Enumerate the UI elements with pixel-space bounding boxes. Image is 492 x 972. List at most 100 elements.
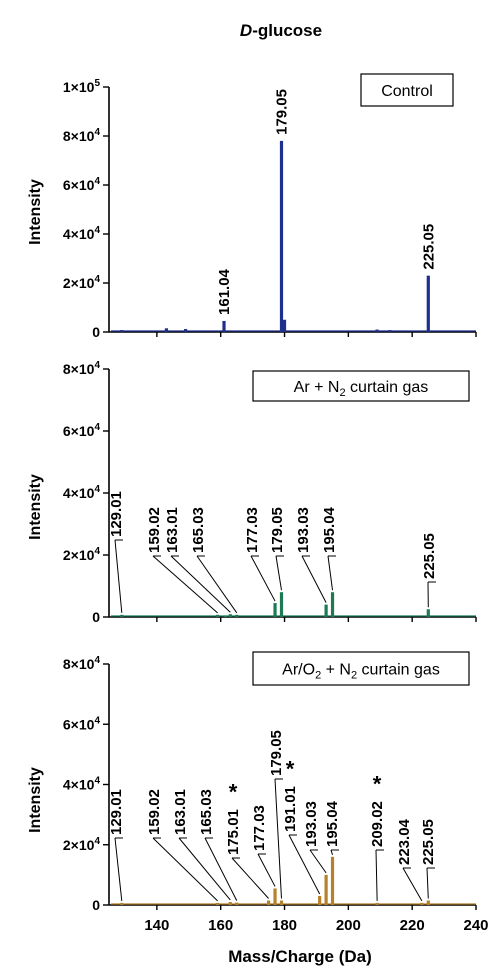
leader-line — [376, 850, 377, 901]
leader-line — [115, 540, 122, 613]
oxidation-marker: * — [229, 780, 238, 805]
spectrum-peak — [280, 141, 283, 332]
peak-label: 209.02 — [369, 801, 386, 847]
spectrum-peak — [120, 615, 123, 617]
peak-label: 165.03 — [190, 507, 207, 553]
peak-label: 177.03 — [251, 805, 268, 851]
x-tick-label: 200 — [336, 917, 361, 934]
spectrum-peak — [229, 614, 232, 617]
figure-title: D-glucose — [240, 21, 322, 40]
spectrum-peak — [325, 875, 328, 905]
y-tick-label: 8×104 — [63, 360, 101, 377]
spectrum-peak — [165, 328, 168, 332]
figure-title-prefix: D — [240, 21, 252, 40]
spectrum-peak — [427, 609, 430, 617]
spectrum-peak — [427, 900, 430, 905]
y-tick-label: 0 — [92, 897, 100, 913]
peak-label: 195.04 — [321, 506, 338, 553]
x-tick-label: 220 — [400, 917, 425, 934]
y-tick-label: 2×104 — [63, 546, 101, 563]
spectrum-peak — [376, 903, 379, 905]
spectrum-peak — [267, 900, 270, 905]
spectrum-peak — [325, 605, 328, 617]
y-tick-label: 1×105 — [63, 78, 101, 95]
leader-line — [258, 854, 275, 886]
leader-line — [153, 556, 218, 613]
peak-label: 159.02 — [146, 789, 163, 835]
y-tick-label: 2×104 — [63, 274, 101, 291]
peak-label: 225.05 — [421, 533, 438, 579]
figure-title-suffix: -glucose — [252, 21, 322, 40]
x-tick-label: 240 — [463, 917, 488, 934]
leader-line — [302, 556, 326, 603]
spectrum-peak — [283, 320, 286, 332]
peak-label: 193.03 — [303, 801, 320, 847]
spectrum-peak — [375, 330, 378, 332]
leader-line — [310, 850, 326, 873]
y-tick-label: 6×104 — [63, 422, 101, 439]
y-tick-label: 6×104 — [63, 176, 101, 193]
x-tick-label: 160 — [208, 917, 233, 934]
leader-line — [197, 556, 237, 613]
spectrum-peak — [235, 903, 238, 905]
peak-label: 179.05 — [268, 730, 285, 776]
peak-label: 129.01 — [108, 491, 125, 537]
spectrum-peak — [331, 857, 334, 905]
spectrum-peak — [331, 592, 334, 617]
x-tick-label: 140 — [144, 917, 169, 934]
spectrum-peak — [280, 900, 283, 905]
spectrum-peak — [229, 902, 232, 905]
spectrum-peak — [216, 903, 219, 905]
y-tick-label: 4×104 — [63, 225, 101, 242]
leader-line — [171, 556, 230, 612]
leader-line — [276, 556, 281, 590]
leader-line — [275, 779, 281, 898]
peak-label: 193.03 — [295, 507, 312, 553]
leader-line — [403, 868, 422, 901]
y-tick-label: 8×104 — [63, 127, 101, 144]
peak-label: 195.04 — [324, 800, 341, 847]
peak-label: 179.05 — [269, 507, 286, 553]
spectrum-peak — [388, 330, 391, 332]
leader-line — [251, 556, 275, 601]
oxidation-marker: * — [373, 772, 382, 797]
y-axis-label: Intensity — [27, 179, 44, 245]
spectrum-peak — [427, 276, 430, 332]
y-tick-label: 0 — [92, 609, 100, 625]
peak-label: 177.03 — [244, 507, 261, 553]
leader-line — [331, 850, 333, 855]
y-axis-label: Intensity — [27, 474, 44, 540]
peak-label: 191.01 — [282, 786, 299, 832]
spectrum-peak — [273, 603, 276, 617]
peak-label: 223.04 — [396, 818, 413, 865]
spectrum-peak — [420, 903, 423, 905]
peak-label: 163.01 — [164, 507, 181, 553]
spectrum-peak — [318, 896, 321, 905]
leader-line — [179, 838, 230, 900]
oxidation-marker: * — [286, 757, 295, 782]
y-tick-label: 0 — [92, 324, 100, 340]
spectrum-peak — [222, 321, 225, 332]
spectrum-peak — [280, 592, 283, 617]
peak-label: 163.01 — [172, 789, 189, 835]
y-tick-label: 2×104 — [63, 836, 101, 853]
panel-control: 0 2×104 4×104 6×104 8×104 1×105 Intensity Contr… — [27, 74, 476, 340]
spectrum-peak — [235, 615, 238, 617]
y-tick-label: 4×104 — [63, 484, 101, 501]
spectrum-peak — [273, 888, 276, 905]
legend-label: Control — [381, 83, 433, 100]
spectrum-peak — [224, 615, 227, 617]
spectrum-peak — [216, 615, 219, 617]
peak-label: 225.05 — [420, 224, 437, 270]
spectrum-peak — [120, 330, 123, 332]
spectrum-peak — [120, 903, 123, 905]
peak-label: 179.05 — [273, 89, 290, 135]
peak-label: 129.01 — [108, 789, 125, 835]
leader-line — [427, 868, 428, 898]
spectrum-peak — [184, 329, 187, 332]
x-axis-label: Mass/Charge (Da) — [228, 947, 372, 966]
